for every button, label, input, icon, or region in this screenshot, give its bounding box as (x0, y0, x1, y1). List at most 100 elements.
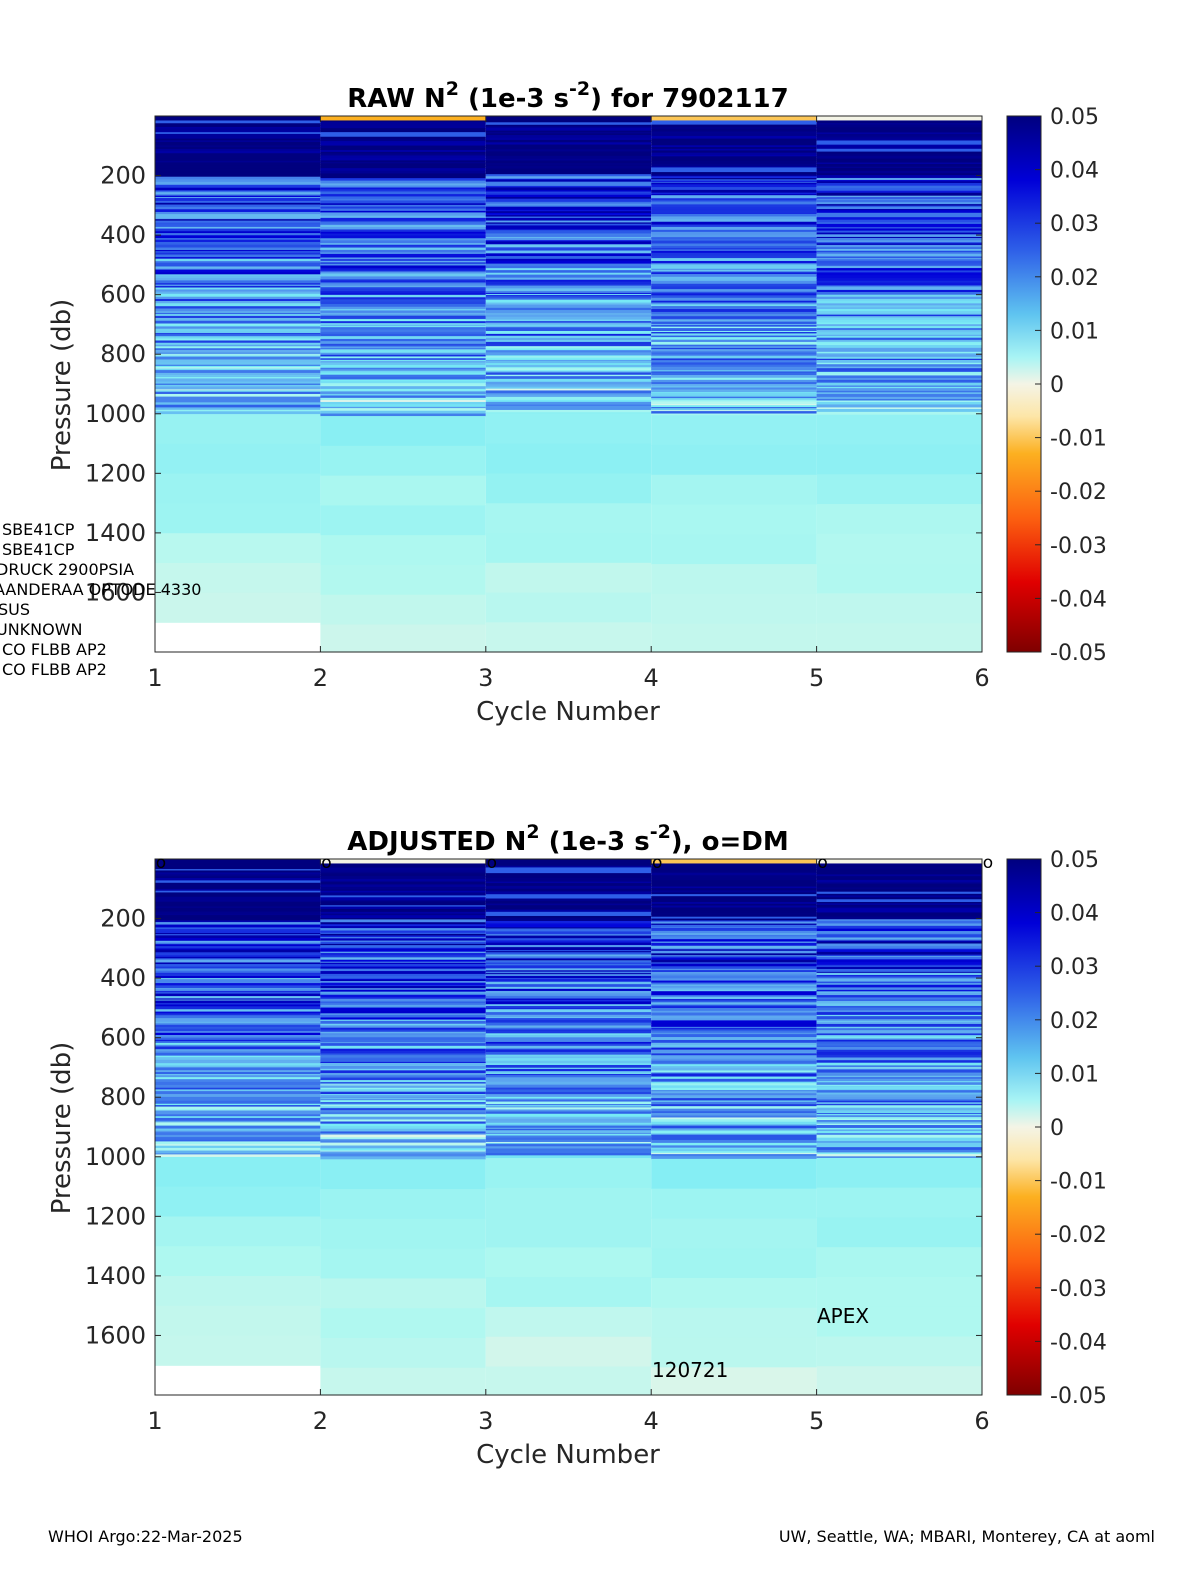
raw-y-axis-label: Pressure (db) (47, 299, 77, 472)
heatmap-cell (320, 283, 486, 287)
heatmap-cell (320, 349, 486, 351)
heatmap-cell (651, 268, 817, 271)
heatmap-cell (485, 973, 652, 975)
heatmap-cell (816, 888, 982, 893)
heatmap-cell (816, 863, 982, 866)
heatmap-cell (816, 314, 982, 317)
heatmap-cell (320, 928, 486, 932)
heatmap-cell (485, 127, 652, 132)
heatmap-cell (651, 270, 817, 273)
heatmap-cell (651, 377, 817, 381)
heatmap-cell (485, 980, 652, 983)
heatmap-cell (816, 296, 982, 300)
heatmap-cell (320, 163, 486, 167)
heatmap-cell (816, 275, 982, 279)
heatmap-cell (155, 892, 321, 895)
heatmap-cell (155, 176, 321, 180)
heatmap-cell (485, 915, 652, 919)
heatmap-cell (816, 305, 982, 309)
heatmap-cell (816, 265, 982, 269)
heatmap-cell (651, 1029, 817, 1032)
heatmap-cell (485, 1109, 652, 1111)
heatmap-cell (651, 302, 817, 304)
heatmap-cell (651, 331, 817, 333)
heatmap-cell (651, 163, 817, 167)
heatmap-cell (816, 965, 982, 968)
heatmap-cell (651, 905, 817, 909)
heatmap-cell (651, 886, 817, 889)
heatmap-cell (816, 198, 982, 201)
heatmap-cell (651, 252, 817, 256)
heatmap-cell (485, 357, 652, 361)
heatmap-cell (320, 865, 486, 869)
heatmap-cell (651, 293, 817, 296)
heatmap-cell (651, 1145, 817, 1149)
heatmap-cell (155, 1153, 321, 1156)
heatmap-cell (816, 257, 982, 260)
heatmap-cell (320, 342, 486, 345)
x-tick-label: 5 (809, 1407, 824, 1435)
heatmap-cell (816, 195, 982, 199)
heatmap-cell (816, 1067, 982, 1070)
heatmap-cell (651, 870, 817, 874)
colorbar-tick-label: -0.05 (1050, 641, 1107, 666)
heatmap-cell (816, 1005, 982, 1009)
heatmap-cell (816, 256, 982, 259)
heatmap-cell (155, 326, 321, 330)
heatmap-cell (651, 934, 817, 938)
heatmap-cell (320, 1112, 486, 1115)
heatmap-cell (320, 989, 486, 993)
heatmap-cell (320, 1034, 486, 1038)
heatmap-cell (651, 212, 817, 215)
x-tick-label: 4 (644, 664, 659, 692)
heatmap-cell (651, 1045, 817, 1048)
heatmap-cell (155, 244, 321, 249)
heatmap-cell (320, 288, 486, 292)
heatmap-cell (485, 970, 652, 973)
heatmap-cell (155, 375, 321, 378)
heatmap-cell (651, 881, 817, 885)
heatmap-cell (320, 187, 486, 190)
heatmap-cell (320, 297, 486, 300)
heatmap-cell (651, 352, 817, 355)
heatmap-cell (651, 1277, 817, 1309)
heatmap-cell (320, 887, 486, 890)
heatmap-cell (155, 934, 321, 936)
heatmap-cell (320, 976, 486, 980)
heatmap-cell (485, 346, 652, 350)
heatmap-cell (651, 187, 817, 191)
heatmap-cell (485, 330, 652, 335)
heatmap-cell (816, 144, 982, 147)
heatmap-cell (816, 997, 982, 1000)
heatmap-cell (651, 308, 817, 311)
heatmap-cell (651, 564, 817, 595)
heatmap-cell (485, 971, 652, 974)
heatmap-cell (155, 1335, 321, 1366)
heatmap-cell (155, 320, 321, 325)
heatmap-cell (320, 1100, 486, 1103)
heatmap-cell (155, 130, 321, 133)
heatmap-cell (320, 260, 486, 263)
dm-marker: o (156, 853, 166, 873)
heatmap-cell (485, 896, 652, 900)
heatmap-cell (155, 349, 321, 353)
heatmap-cell (320, 937, 486, 939)
heatmap-cell (485, 907, 652, 911)
heatmap-cell (155, 1186, 321, 1218)
heatmap-cell (155, 979, 321, 983)
sensor-note: AANDERAA OPTODE 4330 (0, 580, 201, 599)
heatmap-cell (155, 269, 321, 274)
heatmap-cell (485, 341, 652, 346)
heatmap-cell (155, 252, 321, 256)
heatmap-cell (485, 260, 652, 265)
heatmap-cell (155, 1006, 321, 1010)
heatmap-cell (816, 933, 982, 936)
heatmap-cell (320, 1027, 486, 1031)
heatmap-cell (816, 504, 982, 535)
heatmap-cell (155, 407, 321, 410)
heatmap-cell (816, 252, 982, 255)
heatmap-cell (651, 1063, 817, 1065)
heatmap-cell (320, 863, 486, 866)
heatmap-cell (155, 278, 321, 281)
heatmap-cell (155, 896, 321, 901)
